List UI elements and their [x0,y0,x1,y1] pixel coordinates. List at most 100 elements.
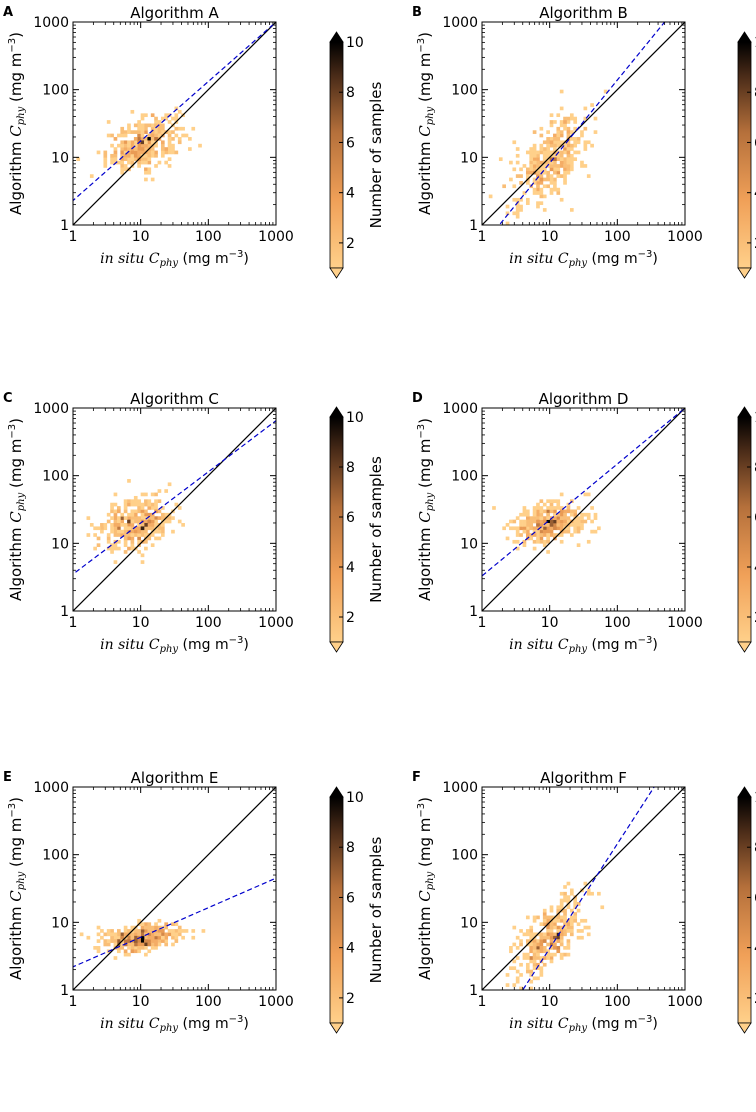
heatmap-cell [157,942,162,947]
heatmap-cell [553,918,557,923]
panel-e: E 1 10 100 1000 1 10 100 1000 Algorithm E in situ … [3,769,385,1034]
y-axis-label: Algorithm Cphy (mg m−3) [416,32,436,215]
heatmap-cell [546,177,550,182]
heatmap-cell [542,526,547,531]
heatmap-cell [546,539,550,544]
heatmap-cell [133,529,138,534]
x-tick-label: 10 [541,994,559,1010]
heatmap-cell [559,915,564,920]
heatmap-cell [147,922,152,927]
heatmap-cell [546,130,550,134]
heatmap-cell [583,881,588,886]
heatmap-cell [536,533,540,537]
heatmap-cell [113,516,118,520]
heatmap-cell [86,533,91,537]
heatmap-cell [171,137,175,141]
heatmap-cell [542,912,547,916]
heatmap-cell [140,137,145,141]
heatmap-cell [559,935,564,940]
heatmap-cell [542,177,547,182]
heatmap-cell [113,150,118,155]
heatmap-cell [144,126,148,131]
heatmap-cell [559,942,564,947]
heatmap-cell [184,133,189,138]
heatmap-cell [536,539,540,544]
heatmap-cell [144,502,148,507]
heatmap-cell [133,143,138,148]
heatmap-cell [140,512,145,517]
heatmap-cell [144,939,148,943]
heatmap-cell [549,137,554,141]
heatmap-cell [559,516,564,520]
heatmap-cell [556,499,561,504]
heatmap-cell [539,201,544,205]
heatmap-cell [103,932,108,937]
heatmap-cell [89,523,94,527]
heatmap-cell [536,949,540,954]
heatmap-cell [512,959,517,964]
heatmap-cell [515,204,520,209]
heatmap-cell [512,167,517,172]
heatmap-cell [512,197,517,202]
regression-fit-line [522,787,655,990]
heatmap-cell [137,506,141,510]
heatmap-cell [529,523,534,527]
heatmap-cell [515,979,520,984]
heatmap-cell [147,153,152,158]
heatmap-cell [566,153,571,158]
heatmap-cell [529,516,534,520]
heatmap-cell [546,529,550,534]
heatmap-cell [123,932,128,937]
heatmap-cell [573,509,578,514]
y-tick-label: 10 [51,915,69,931]
heatmap-cell [542,170,547,175]
heatmap-cell [154,516,158,520]
x-axis-label: in situ Cphy (mg m−3) [100,249,249,269]
heatmap-cell [536,201,540,205]
heatmap-cell [123,526,128,531]
y-tick-label: 1000 [33,780,69,796]
heatmap-cell [164,150,169,155]
heatmap-cell [590,891,594,896]
y-axis-label: Algorithm Cphy (mg m−3) [7,797,27,980]
heatmap-cell [100,523,104,527]
heatmap-cell [542,208,547,212]
heatmap-cell [110,543,114,548]
heatmap-cell [86,516,91,520]
heatmap-cell [563,922,567,927]
heatmap-cell [549,143,554,148]
heatmap-cell [576,935,581,940]
heatmap-cell [147,942,152,947]
heatmap-cell [164,489,169,493]
heatmap-cell [559,929,564,933]
heatmap-cell [113,512,118,517]
heatmap-cell [542,922,547,927]
heatmap-cell [110,157,114,162]
heatmap-cell [539,935,544,940]
heatmap-cell [144,516,148,520]
heatmap-cell [130,516,135,520]
heatmap-cell [512,925,517,930]
y-tick-label: 1 [469,983,478,999]
heatmap-cell [120,512,125,517]
heatmap-cell [127,952,131,957]
heatmap-cell [174,502,179,507]
heatmap-cell [549,925,554,930]
heatmap-cell [542,153,547,158]
y-tick-label: 10 [460,536,478,552]
heatmap-cell [123,516,128,520]
heatmap-cell [553,516,557,520]
panel-letter: E [3,770,12,785]
heatmap-cell [130,932,135,937]
heatmap-cell [100,526,104,531]
heatmap-cell [593,130,598,134]
heatmap-cell [569,891,574,896]
heatmap-cell [177,109,182,114]
heatmap-cell [127,502,131,507]
heatmap-cell [542,939,547,943]
heatmap-cell [120,150,125,155]
heatmap-cell [515,969,520,974]
heatmap-cell [532,918,537,923]
heatmap-cell [539,147,544,151]
heatmap-cell [519,208,523,212]
